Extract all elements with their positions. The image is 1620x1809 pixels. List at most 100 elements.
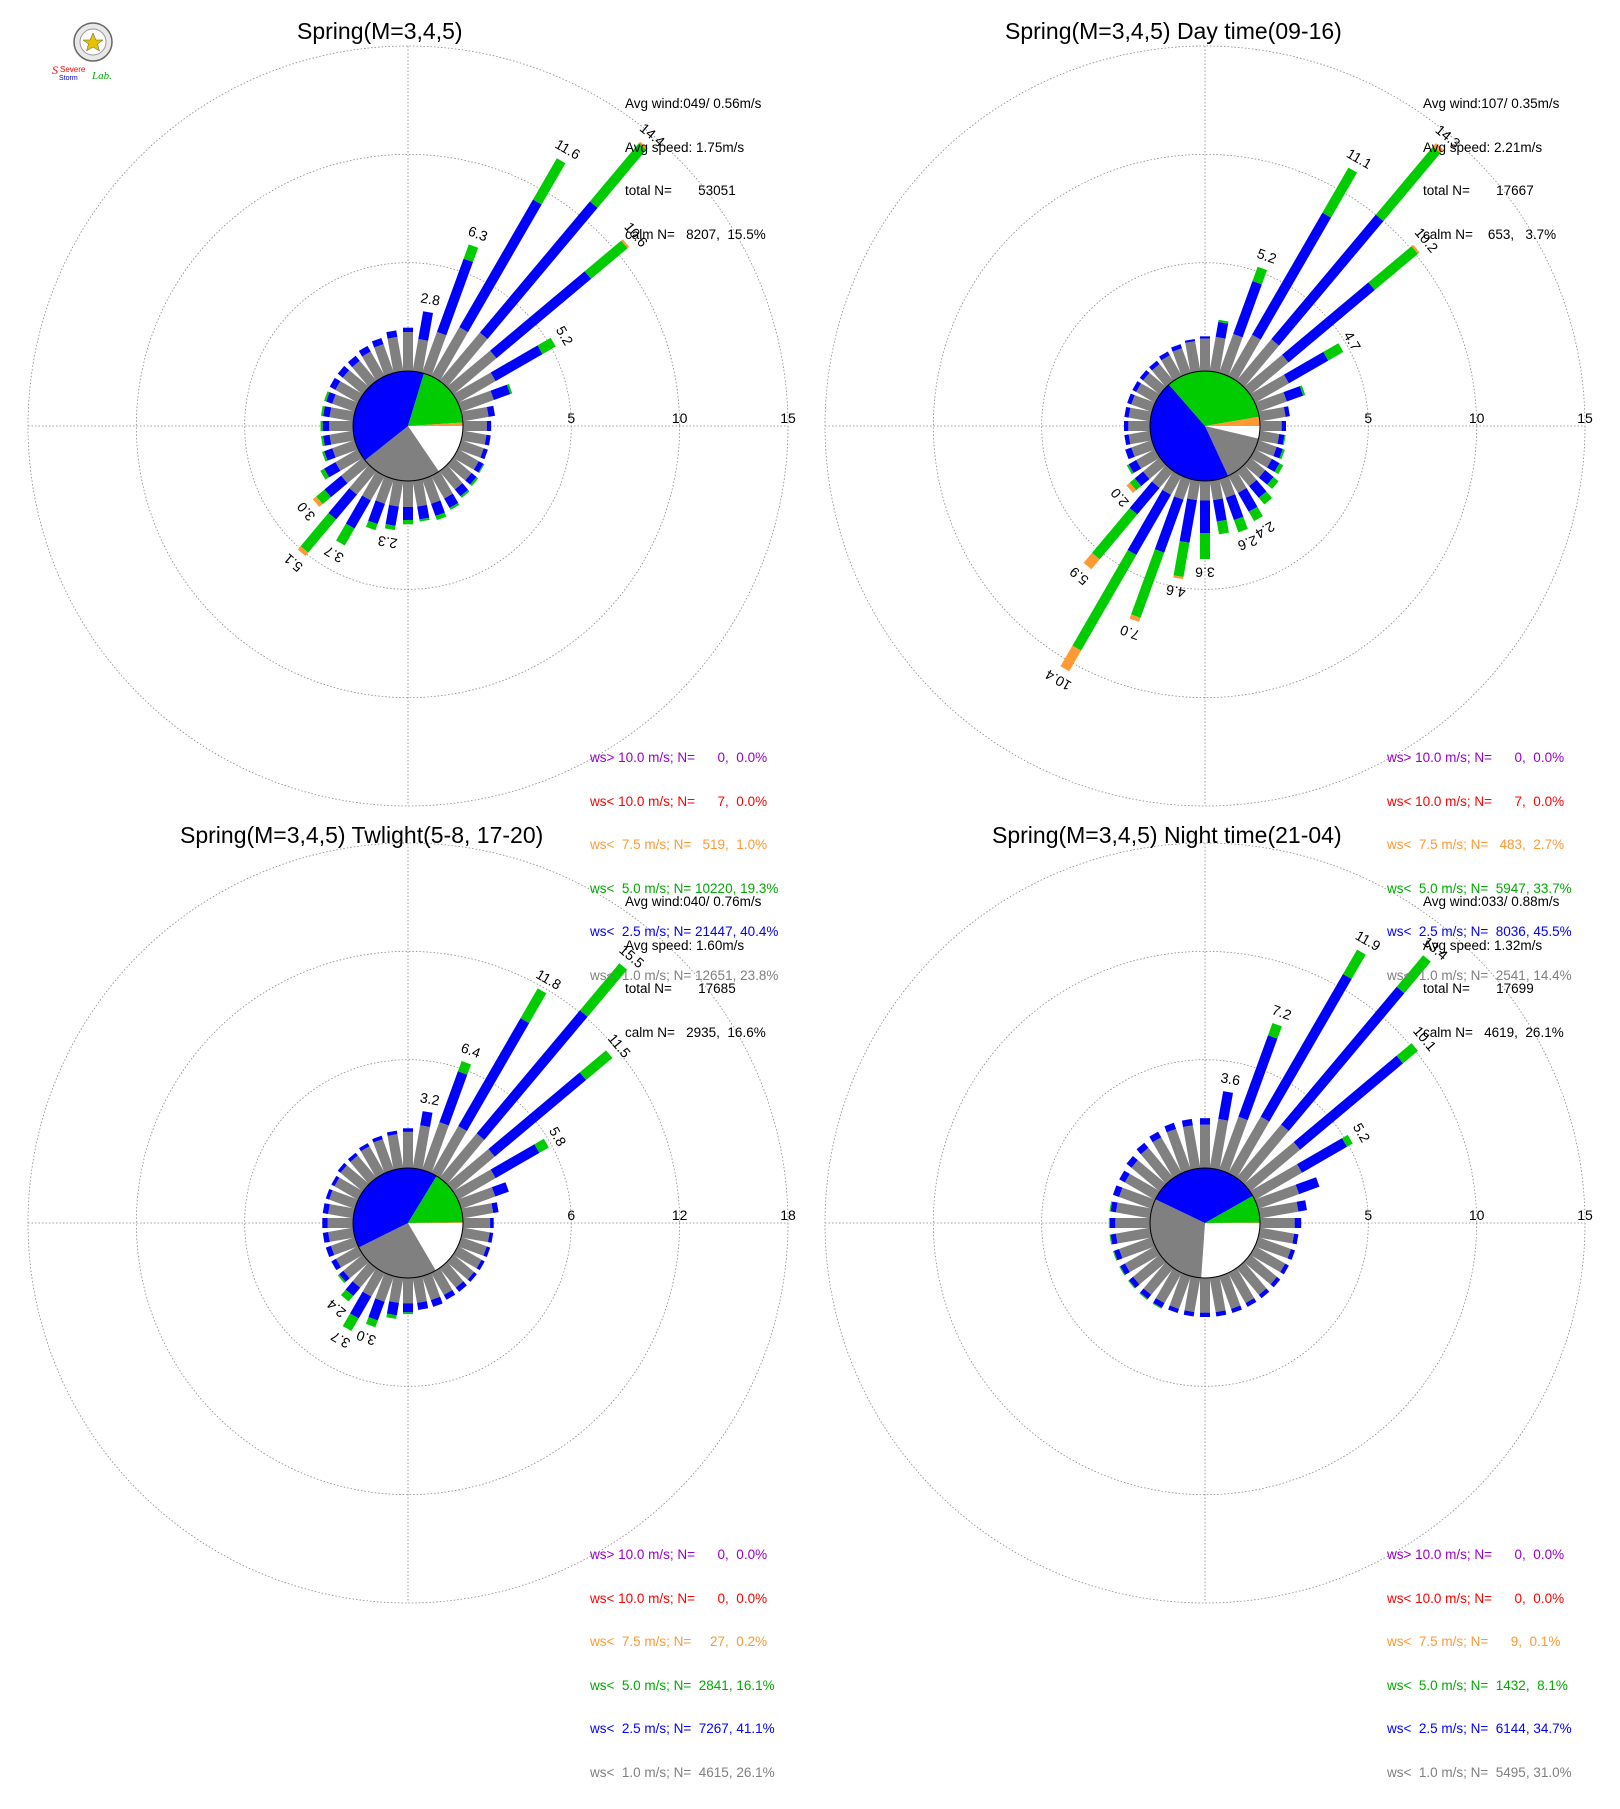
bar-segment — [1368, 246, 1418, 290]
bar-value-label: 3.7 — [321, 543, 346, 567]
bar-value-label: 2.8 — [419, 289, 441, 308]
bar-value-label: 2.3 — [376, 533, 398, 552]
panel-title: Spring(M=3,4,5) Night time(21-04) — [992, 822, 1342, 849]
svg-text:Severe: Severe — [60, 65, 86, 74]
bar-segment — [1322, 168, 1357, 218]
direction-bar — [403, 1128, 413, 1168]
bar-segment — [403, 1303, 413, 1312]
pie-slice — [1201, 1223, 1260, 1278]
bar-segment — [1226, 494, 1244, 520]
bar-segment — [321, 421, 323, 431]
avg-speed-text: Avg speed: 1.60m/s — [625, 939, 766, 954]
direction-bar — [1124, 421, 1150, 431]
legend-lt1: ws< 1.0 m/s; N= 5495, 31.0% — [1387, 1766, 1572, 1781]
bar-value-label: 2.0 — [1107, 485, 1132, 510]
bar-segment — [403, 328, 413, 332]
ring-tick-label: 15 — [780, 410, 796, 426]
bar-segment — [1200, 336, 1210, 338]
bar-segment — [1260, 1218, 1295, 1228]
panel-legend: ws> 10.0 m/s; N= 0, 0.0% ws< 10.0 m/s; N… — [1387, 1519, 1572, 1809]
bar-segment — [403, 507, 413, 520]
ring-tick-label: 5 — [567, 410, 575, 426]
direction-bar — [321, 421, 354, 431]
direction-bar — [463, 421, 491, 431]
bar-segment — [490, 1218, 494, 1228]
bar-segment — [418, 311, 433, 340]
bar-segment — [386, 505, 399, 526]
legend-lt1: ws< 1.0 m/s; N= 4615, 26.1% — [590, 1766, 775, 1781]
bar-segment — [1200, 481, 1210, 501]
legend-gt10: ws> 10.0 m/s; N= 0, 0.0% — [590, 751, 778, 766]
ring-tick-label: 6 — [567, 1207, 575, 1223]
bar-segment — [329, 421, 353, 431]
bar-value-label: 3.6 — [1195, 564, 1215, 580]
bar-segment — [1260, 421, 1282, 431]
avg-wind-text: Avg wind:033/ 0.88m/s — [1423, 895, 1564, 910]
legend-gt10: ws> 10.0 m/s; N= 0, 0.0% — [1387, 1548, 1572, 1563]
legend-lt75: ws< 7.5 m/s; N= 27, 0.2% — [590, 1635, 775, 1650]
avg-wind-text: Avg wind:040/ 0.76m/s — [625, 895, 766, 910]
bar-segment — [1200, 1118, 1210, 1125]
avg-speed-text: Avg speed: 1.75m/s — [625, 141, 766, 156]
bar-segment — [1109, 1218, 1110, 1228]
total-n-text: total N= 17685 — [625, 982, 766, 997]
bar-value-label: 3.0 — [354, 1327, 378, 1349]
bar-value-label: 2.6 — [1236, 532, 1260, 554]
bar-segment — [1200, 1125, 1210, 1168]
total-n-text: total N= 53051 — [625, 184, 766, 199]
ring-tick-label: 18 — [780, 1207, 796, 1223]
bar-segment — [420, 1111, 432, 1127]
bar-segment — [403, 520, 413, 524]
legend-lt75: ws< 7.5 m/s; N= 9, 0.1% — [1387, 1635, 1572, 1650]
legend-lt25: ws< 2.5 m/s; N= 7267, 41.1% — [590, 1722, 775, 1737]
bar-value-label: 5.2 — [1350, 1120, 1374, 1145]
bar-segment — [1282, 421, 1286, 431]
bar-segment — [403, 1312, 413, 1314]
legend-lt5: ws< 5.0 m/s; N= 1432, 8.1% — [1387, 1679, 1572, 1694]
bar-value-label: 5.9 — [1066, 564, 1091, 589]
bar-segment — [368, 1298, 384, 1320]
panel-stats: Avg wind:040/ 0.76m/s Avg speed: 1.60m/s… — [625, 866, 766, 1069]
direction-bar — [1260, 1218, 1301, 1228]
bar-value-label: 4.7 — [1341, 329, 1365, 354]
avg-wind-text: Avg wind:107/ 0.35m/s — [1423, 97, 1559, 112]
bar-segment — [1295, 1218, 1302, 1228]
ring-tick-label: 10 — [1469, 1207, 1485, 1223]
seal-icon: S Severe Storm Lab. — [50, 22, 140, 84]
bar-segment — [463, 1218, 490, 1228]
bar-segment — [1297, 1200, 1307, 1211]
bar-segment — [1131, 549, 1164, 618]
bar-segment — [403, 481, 413, 507]
ring-tick-label: 10 — [672, 410, 688, 426]
direction-bar — [1200, 1278, 1210, 1317]
bar-segment — [1200, 501, 1210, 534]
legend-gt10: ws> 10.0 m/s; N= 0, 0.0% — [590, 1548, 775, 1563]
bar-segment — [1218, 1091, 1233, 1120]
legend-lt75: ws< 7.5 m/s; N= 483, 2.7% — [1387, 838, 1572, 853]
bar-value-label: 5.8 — [546, 1124, 570, 1149]
bar-segment — [387, 1301, 399, 1315]
bar-value-label: 7.0 — [1118, 622, 1142, 644]
bar-segment — [1283, 386, 1303, 401]
direction-bar — [1200, 481, 1210, 559]
legend-lt25: ws< 2.5 m/s; N= 6144, 34.7% — [1387, 1722, 1572, 1737]
ring-tick-label: 15 — [1577, 1207, 1593, 1223]
bar-value-label: 3.0 — [293, 499, 318, 524]
legend-lt10: ws< 10.0 m/s; N= 7, 0.0% — [590, 795, 778, 810]
direction-bar — [463, 1218, 494, 1228]
bar-value-label: 4.6 — [1165, 582, 1187, 601]
bar-segment — [1110, 1218, 1115, 1228]
bar-segment — [487, 421, 491, 431]
bar-value-label: 7.2 — [1270, 1001, 1294, 1023]
avg-speed-text: Avg speed: 2.21m/s — [1423, 141, 1559, 156]
bar-segment — [439, 1071, 467, 1125]
bar-segment — [323, 421, 330, 431]
panel-title: Spring(M=3,4,5) Day time(09-16) — [1005, 18, 1342, 45]
avg-wind-text: Avg wind:049/ 0.56m/s — [625, 97, 766, 112]
direction-bar — [1200, 336, 1210, 371]
bar-segment — [1115, 1218, 1150, 1228]
bar-segment — [491, 385, 511, 400]
direction-bar — [1109, 1218, 1150, 1228]
bar-value-label: 5.1 — [280, 550, 305, 575]
